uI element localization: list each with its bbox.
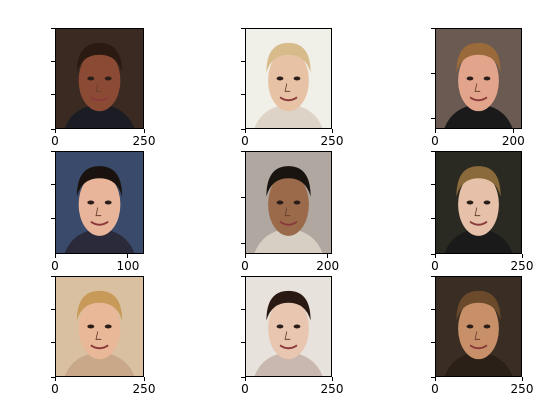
x-tick-label: 0 <box>241 382 249 396</box>
x-tick <box>127 254 129 258</box>
y-tick <box>431 376 435 378</box>
y-tick <box>431 275 435 277</box>
x-tick <box>521 254 523 258</box>
x-tick-label: 0 <box>241 259 249 273</box>
y-tick <box>431 118 435 120</box>
face-photo <box>245 276 332 377</box>
x-tick <box>331 377 333 381</box>
y-tick <box>51 342 55 344</box>
y-tick <box>241 275 245 277</box>
x-tick <box>143 129 145 133</box>
x-tick-label: 250 <box>320 134 344 148</box>
x-tick-label: 250 <box>132 382 156 396</box>
x-tick-label: 0 <box>51 134 59 148</box>
y-tick <box>241 342 245 344</box>
x-tick-label: 250 <box>510 382 534 396</box>
x-tick <box>244 377 246 381</box>
x-tick-label: 0 <box>241 134 249 148</box>
y-tick <box>431 342 435 344</box>
x-tick-label: 0 <box>431 382 439 396</box>
y-tick <box>241 60 245 62</box>
face-photo <box>435 151 522 254</box>
y-tick <box>431 184 435 186</box>
x-tick-label: 0 <box>431 134 439 148</box>
y-tick <box>51 128 55 130</box>
x-tick-label: 0 <box>51 382 59 396</box>
face-photo <box>245 28 332 129</box>
x-tick <box>54 377 56 381</box>
x-tick-label: 200 <box>316 259 340 273</box>
y-tick <box>51 94 55 96</box>
y-tick <box>241 243 245 245</box>
x-tick <box>434 254 436 258</box>
x-tick <box>521 377 523 381</box>
y-tick <box>431 72 435 74</box>
y-tick <box>241 94 245 96</box>
x-tick-label: 0 <box>51 259 59 273</box>
face-photo <box>55 151 144 254</box>
y-tick <box>51 150 55 152</box>
x-tick-label: 100 <box>116 259 140 273</box>
face-photo <box>435 28 522 129</box>
face-photo <box>55 276 144 377</box>
y-tick <box>241 308 245 310</box>
y-tick <box>241 27 245 29</box>
x-tick <box>143 377 145 381</box>
x-tick-label: 250 <box>132 134 156 148</box>
y-tick <box>431 308 435 310</box>
y-tick <box>51 184 55 186</box>
face-photo <box>435 276 522 377</box>
x-tick-label: 250 <box>320 382 344 396</box>
y-tick <box>431 150 435 152</box>
y-tick <box>241 376 245 378</box>
x-tick-label: 0 <box>431 259 439 273</box>
x-tick <box>244 129 246 133</box>
y-tick <box>51 60 55 62</box>
y-tick <box>51 308 55 310</box>
y-tick <box>51 275 55 277</box>
face-photo <box>55 28 144 129</box>
y-tick <box>241 128 245 130</box>
y-tick <box>51 27 55 29</box>
y-tick <box>241 150 245 152</box>
x-tick-label: 250 <box>510 259 534 273</box>
x-tick <box>434 129 436 133</box>
x-tick <box>512 129 514 133</box>
x-tick <box>54 129 56 133</box>
y-tick <box>431 218 435 220</box>
y-tick <box>431 253 435 255</box>
x-tick <box>244 254 246 258</box>
y-tick <box>431 27 435 29</box>
y-tick <box>241 196 245 198</box>
x-tick <box>331 129 333 133</box>
y-tick <box>51 376 55 378</box>
x-tick <box>327 254 329 258</box>
face-photo <box>245 151 332 254</box>
x-tick-label: 200 <box>501 134 525 148</box>
x-tick <box>54 254 56 258</box>
y-tick <box>51 218 55 220</box>
x-tick <box>434 377 436 381</box>
